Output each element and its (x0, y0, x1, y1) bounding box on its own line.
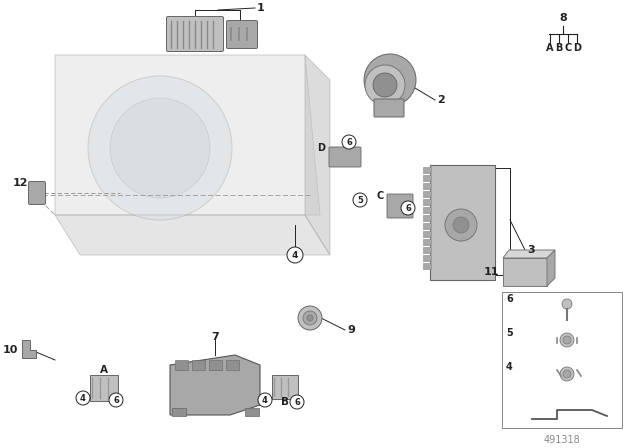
Text: 3: 3 (527, 245, 534, 255)
Text: 4: 4 (262, 396, 268, 405)
Text: A: A (547, 43, 554, 53)
Bar (423, 231, 431, 237)
Bar (226, 360, 239, 370)
Bar (430, 165, 495, 280)
Text: 5: 5 (506, 328, 513, 338)
Text: 6: 6 (405, 203, 411, 212)
FancyBboxPatch shape (166, 17, 223, 52)
Circle shape (373, 73, 397, 97)
Circle shape (563, 370, 571, 378)
Circle shape (401, 201, 415, 215)
Circle shape (560, 367, 574, 381)
Text: C: C (377, 191, 384, 201)
Text: 11: 11 (483, 267, 499, 277)
Bar (423, 175, 431, 181)
Bar (423, 255, 431, 261)
Text: 6: 6 (294, 397, 300, 406)
Text: 8: 8 (559, 13, 567, 23)
Bar (423, 247, 431, 253)
Bar (423, 191, 431, 197)
Text: B: B (281, 397, 289, 407)
Text: 7: 7 (211, 332, 219, 342)
Text: A: A (100, 365, 108, 375)
FancyBboxPatch shape (387, 194, 413, 218)
Text: 4: 4 (80, 393, 86, 402)
Text: 12: 12 (13, 178, 28, 188)
Circle shape (88, 76, 232, 220)
Text: 6: 6 (346, 138, 352, 146)
Circle shape (563, 336, 571, 344)
Text: B: B (556, 43, 563, 53)
Polygon shape (55, 55, 320, 215)
Text: 10: 10 (3, 345, 18, 355)
FancyBboxPatch shape (227, 21, 257, 48)
Text: D: D (317, 143, 325, 153)
Circle shape (365, 65, 405, 105)
Text: 2: 2 (437, 95, 445, 105)
Text: 1: 1 (257, 3, 265, 13)
Text: 5: 5 (357, 195, 363, 204)
FancyBboxPatch shape (90, 375, 118, 401)
Bar (209, 360, 222, 370)
Bar (502, 292, 622, 428)
Circle shape (364, 54, 416, 106)
Bar (423, 263, 431, 269)
Circle shape (562, 299, 572, 309)
Circle shape (353, 193, 367, 207)
Polygon shape (22, 340, 36, 358)
Bar (423, 239, 431, 245)
Polygon shape (547, 250, 555, 286)
Text: 6: 6 (506, 294, 513, 304)
FancyBboxPatch shape (272, 375, 298, 399)
Text: 9: 9 (347, 325, 355, 335)
Text: D: D (573, 43, 581, 53)
Bar (423, 183, 431, 189)
Circle shape (307, 315, 313, 321)
Circle shape (303, 311, 317, 325)
Circle shape (76, 391, 90, 405)
Circle shape (258, 393, 272, 407)
Bar (172, 408, 186, 416)
FancyBboxPatch shape (329, 147, 361, 167)
Bar (423, 215, 431, 221)
Circle shape (287, 247, 303, 263)
Bar (423, 223, 431, 229)
Bar (503, 258, 547, 286)
Circle shape (342, 135, 356, 149)
Circle shape (453, 217, 469, 233)
Bar (423, 199, 431, 205)
Circle shape (109, 393, 123, 407)
FancyBboxPatch shape (29, 181, 45, 204)
Circle shape (298, 306, 322, 330)
Text: 4: 4 (506, 362, 513, 372)
FancyBboxPatch shape (374, 99, 404, 117)
Text: C: C (564, 43, 572, 53)
Bar (245, 408, 259, 416)
Polygon shape (170, 355, 260, 415)
Text: 6: 6 (113, 396, 119, 405)
Text: 491318: 491318 (543, 435, 580, 445)
Circle shape (445, 209, 477, 241)
Bar (192, 360, 205, 370)
Polygon shape (503, 250, 555, 258)
Polygon shape (55, 215, 330, 255)
Circle shape (110, 98, 210, 198)
Text: 4: 4 (292, 250, 298, 259)
Bar (175, 360, 188, 370)
Circle shape (290, 395, 304, 409)
Polygon shape (305, 55, 330, 255)
Bar (423, 167, 431, 173)
Circle shape (560, 333, 574, 347)
Bar (423, 207, 431, 213)
